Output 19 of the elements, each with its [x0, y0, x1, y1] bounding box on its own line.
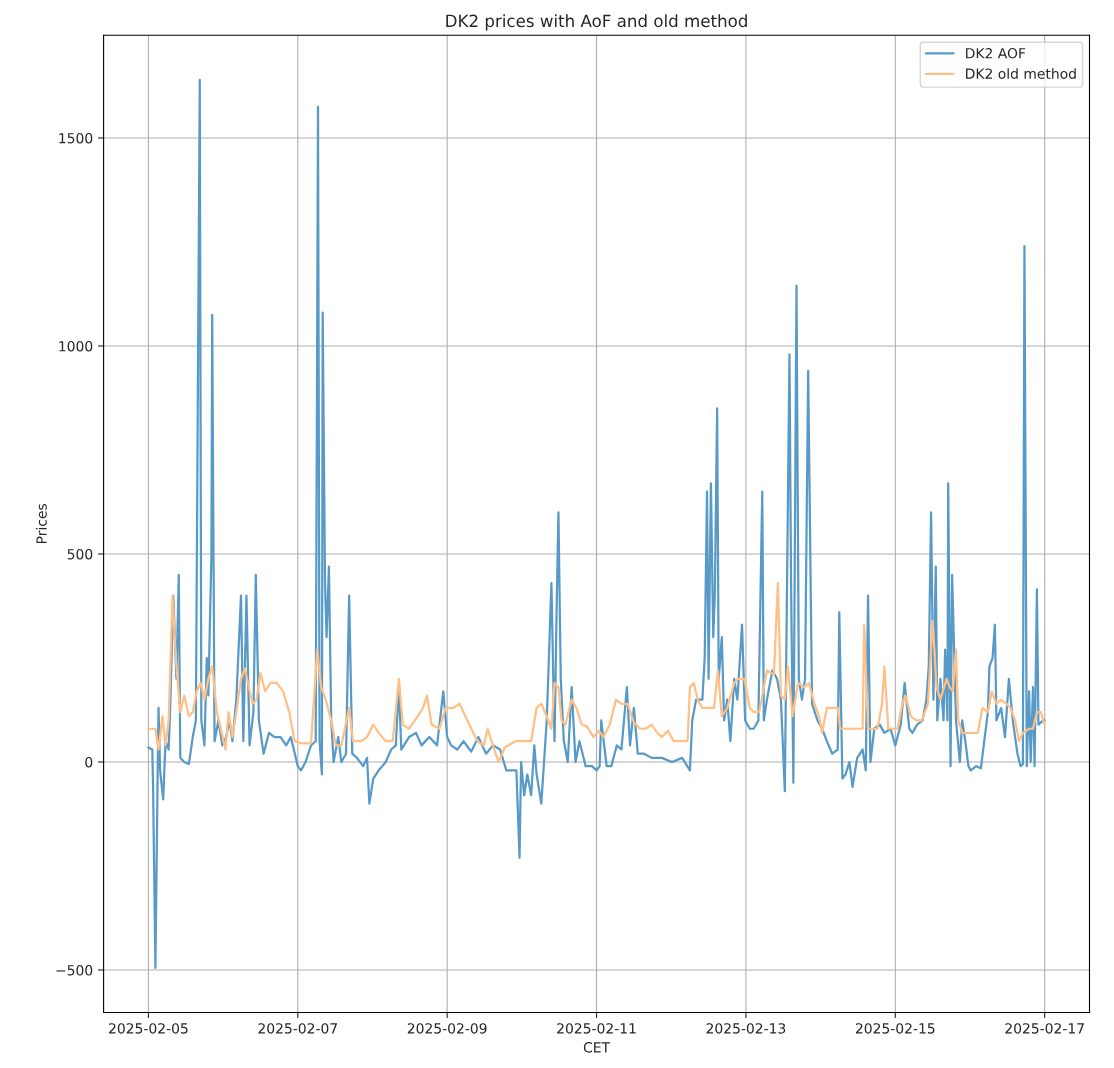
- x-tick-label: 2025-02-05: [109, 1023, 188, 1034]
- x-tick-label: 2025-02-07: [258, 1023, 337, 1034]
- y-tick-label: 0: [85, 756, 93, 768]
- line-series: [147, 582, 1046, 764]
- x-tick-label: 2025-02-13: [706, 1023, 786, 1034]
- y-tick-label: 500: [67, 548, 93, 560]
- x-axis-title: CET: [583, 1042, 611, 1053]
- x-tick-label: 2025-02-11: [557, 1023, 636, 1034]
- y-tick-label: 1500: [59, 132, 93, 144]
- x-tick-label: 2025-02-09: [407, 1023, 487, 1034]
- y-tick-label: −500: [56, 965, 93, 976]
- y-tick-label: 1000: [59, 340, 93, 352]
- x-tick-label: 2025-02-15: [855, 1023, 935, 1034]
- legend-label: DK2 old method: [966, 68, 1076, 79]
- line-series: [147, 78, 1046, 970]
- y-axis-title: Prices: [36, 503, 47, 544]
- x-tick-label: 2025-02-17: [1005, 1023, 1084, 1034]
- chart-title: DK2 prices with AoF and old method: [446, 14, 747, 31]
- legend-label: DK2 AOF: [966, 47, 1026, 59]
